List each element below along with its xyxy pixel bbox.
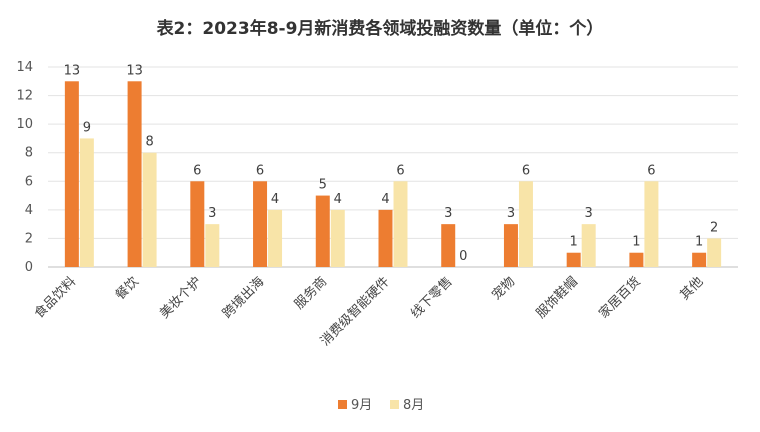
- data-label: 13: [64, 63, 81, 78]
- data-label: 6: [256, 163, 264, 178]
- x-tick-label: 服饰鞋帽: [533, 274, 581, 322]
- bar-8m: [79, 138, 94, 267]
- x-tick-label: 家居百货: [596, 274, 644, 322]
- data-label: 1: [695, 235, 703, 250]
- data-label: 1: [632, 235, 640, 250]
- x-tick-label: 美妆个护: [157, 274, 204, 321]
- grid: [48, 66, 738, 268]
- x-tick-label: 线下零售: [407, 274, 455, 322]
- bar-8m: [205, 224, 220, 267]
- data-label: 13: [126, 63, 143, 78]
- data-label: 6: [647, 163, 655, 178]
- x-tick-label: 食品饮料: [31, 274, 79, 322]
- data-label: 6: [522, 163, 530, 178]
- bars: [64, 81, 722, 268]
- y-tick-label: 10: [16, 117, 33, 132]
- bar-9m: [378, 209, 393, 267]
- legend-label: 9月: [351, 398, 372, 413]
- bar-8m: [330, 209, 345, 267]
- y-tick-label: 0: [25, 260, 33, 275]
- x-tick-label: 宠物: [489, 274, 519, 304]
- legend: 9月 8月: [338, 398, 424, 413]
- bar-8m: [707, 238, 722, 267]
- data-label: 6: [396, 163, 404, 178]
- legend-label: 8月: [403, 398, 424, 413]
- bar-9m: [503, 224, 518, 267]
- chart-title: 表2：2023年8-9月新消费各领域投融资数量（单位：个）: [157, 18, 604, 39]
- bar-9m: [64, 81, 79, 268]
- y-axis: 0 2 4 6 8 10 12 14: [16, 60, 33, 275]
- data-label: 4: [334, 192, 342, 207]
- y-tick-label: 6: [25, 174, 33, 189]
- legend-swatch-9m: [338, 400, 347, 409]
- bar-9m: [127, 81, 142, 268]
- y-tick-label: 4: [25, 203, 33, 218]
- data-label: 6: [193, 163, 201, 178]
- bar-9m: [629, 252, 644, 267]
- x-tick-label: 其他: [677, 274, 706, 303]
- bar-9m: [441, 224, 456, 267]
- x-tick-label: 餐饮: [112, 274, 142, 304]
- y-tick-label: 14: [16, 60, 33, 75]
- x-tick-label: 跨境出海: [220, 274, 267, 321]
- bar-9m: [566, 252, 581, 267]
- data-label: 4: [381, 192, 389, 207]
- data-label: 2: [710, 220, 718, 235]
- data-label: 0: [459, 249, 467, 264]
- bar-9m: [692, 252, 707, 267]
- y-tick-label: 8: [25, 146, 33, 161]
- data-label: 3: [444, 206, 452, 221]
- bar-8m: [268, 209, 283, 267]
- data-label: 1: [570, 235, 578, 250]
- data-label: 3: [507, 206, 515, 221]
- data-label: 4: [271, 192, 279, 207]
- bar-8m: [581, 224, 596, 267]
- data-label: 3: [585, 206, 593, 221]
- data-label: 8: [145, 135, 153, 150]
- bar-9m: [190, 181, 205, 267]
- data-label: 3: [208, 206, 216, 221]
- bar-8m: [393, 181, 408, 267]
- data-label: 9: [83, 120, 91, 135]
- bar-8m: [142, 152, 157, 267]
- bar-9m: [253, 181, 268, 267]
- y-tick-label: 2: [25, 231, 33, 246]
- bar-8m: [644, 181, 659, 267]
- y-tick-label: 12: [16, 89, 33, 104]
- legend-swatch-8m: [390, 400, 399, 409]
- bar-9m: [315, 195, 330, 267]
- bar-8m: [518, 181, 533, 267]
- data-label: 5: [319, 178, 327, 193]
- x-tick-label: 服务商: [291, 274, 330, 313]
